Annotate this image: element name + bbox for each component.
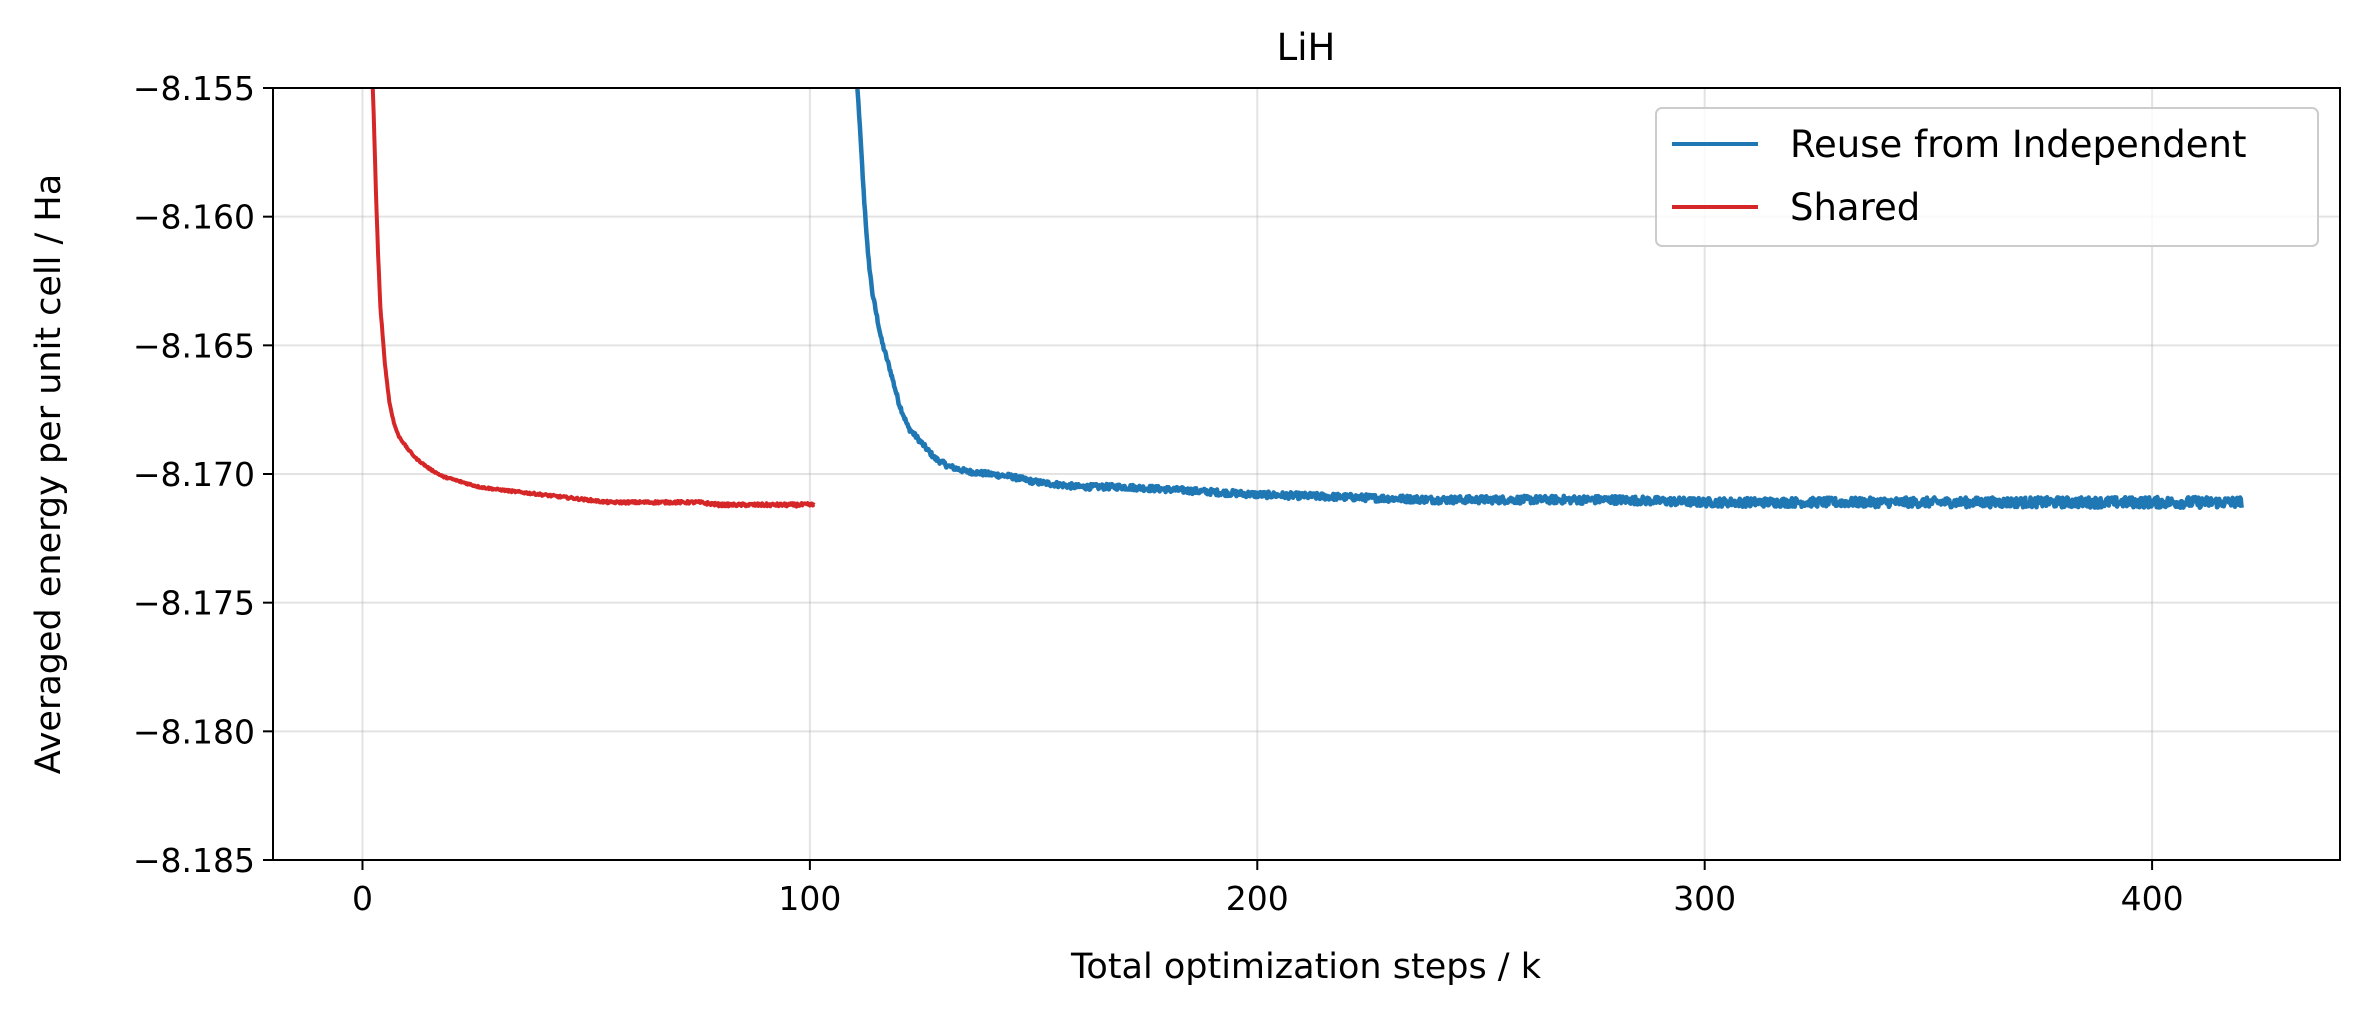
legend: Reuse from Independent Shared: [1655, 107, 2319, 247]
x-tick-label: 100: [778, 879, 841, 918]
x-tick-label: 300: [1673, 879, 1736, 918]
legend-box: [1655, 107, 2319, 247]
series-line-reuse-from-independent: [855, 88, 2244, 510]
chart-title: LiH: [1277, 26, 1336, 69]
x-tick-label: 0: [352, 879, 373, 918]
y-tick-label: −8.180: [133, 712, 255, 751]
y-tick-label: −8.170: [133, 455, 255, 494]
y-tick-label: −8.160: [133, 198, 255, 237]
x-axis-ticks: 0 100 200 300 400: [352, 860, 2184, 918]
x-tick-label: 200: [1226, 879, 1289, 918]
y-axis-label: Averaged energy per unit cell / Ha: [29, 174, 69, 774]
y-tick-label: −8.165: [133, 326, 255, 365]
legend-label-reuse-from-independent: Reuse from Independent: [1790, 123, 2246, 166]
y-axis-ticks: −8.155 −8.160 −8.165 −8.170 −8.175 −8.180 −8.1…: [133, 69, 273, 880]
y-tick-label: −8.155: [133, 69, 255, 108]
y-tick-label: −8.175: [133, 584, 255, 623]
x-tick-label: 400: [2121, 879, 2184, 918]
series-lines: [370, 88, 2244, 510]
y-tick-label: −8.185: [133, 841, 255, 880]
legend-label-shared: Shared: [1790, 186, 1920, 229]
x-axis-label: Total optimization steps / k: [1070, 947, 1542, 987]
series-line-shared: [370, 88, 816, 509]
